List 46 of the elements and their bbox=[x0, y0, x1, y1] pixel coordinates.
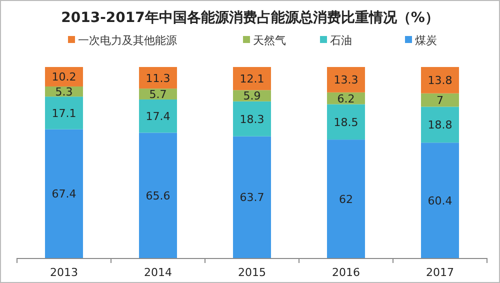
bar bbox=[233, 136, 271, 258]
data-label: 18.5 bbox=[334, 116, 358, 129]
legend-label: 石油 bbox=[330, 34, 352, 47]
legend-label: 煤炭 bbox=[415, 34, 437, 47]
bar bbox=[233, 67, 271, 90]
data-label: 65.6 bbox=[146, 189, 170, 202]
x-tick-label: 2016 bbox=[332, 266, 360, 279]
data-label: 5.7 bbox=[149, 88, 167, 102]
data-label: 18.3 bbox=[240, 112, 264, 126]
bar bbox=[327, 140, 365, 258]
data-label: 63.7 bbox=[240, 191, 264, 204]
data-label: 7 bbox=[436, 94, 444, 108]
legend-label: 天然气 bbox=[253, 34, 286, 47]
bar bbox=[421, 67, 459, 94]
bar bbox=[45, 96, 83, 130]
bar bbox=[139, 99, 177, 133]
data-label: 12.1 bbox=[240, 72, 264, 86]
data-label: 62 bbox=[339, 192, 353, 206]
data-label: 17.4 bbox=[146, 110, 170, 124]
data-label: 67.4 bbox=[52, 188, 76, 201]
data-label: 13.3 bbox=[334, 74, 358, 87]
data-label: 11.3 bbox=[146, 72, 170, 85]
bar bbox=[327, 67, 365, 92]
x-tick-label: 2014 bbox=[144, 266, 172, 279]
x-tick-label: 2015 bbox=[238, 266, 266, 279]
data-label: 10.2 bbox=[52, 70, 76, 84]
bar bbox=[45, 129, 83, 258]
data-label: 17.1 bbox=[52, 106, 76, 120]
x-tick-label: 2013 bbox=[50, 266, 78, 279]
data-label: 60.4 bbox=[428, 194, 452, 208]
data-label: 5.9 bbox=[243, 90, 261, 103]
bar bbox=[139, 67, 177, 89]
data-label: 13.8 bbox=[428, 74, 452, 88]
bar bbox=[421, 106, 459, 143]
chart-title: 2013-2017年中国各能源消费占能源总消费比重情况（%） bbox=[61, 10, 439, 26]
bar bbox=[233, 101, 271, 136]
bar bbox=[421, 93, 459, 107]
legend-label: 一次电力及其他能源 bbox=[78, 34, 177, 47]
bar bbox=[139, 132, 177, 258]
data-label: 18.8 bbox=[428, 118, 452, 132]
bar bbox=[327, 104, 365, 140]
bar bbox=[45, 67, 83, 86]
data-label: 6.2 bbox=[337, 92, 355, 106]
x-tick-label: 2017 bbox=[426, 266, 454, 279]
data-label: 5.3 bbox=[55, 86, 73, 99]
bar bbox=[421, 142, 459, 258]
